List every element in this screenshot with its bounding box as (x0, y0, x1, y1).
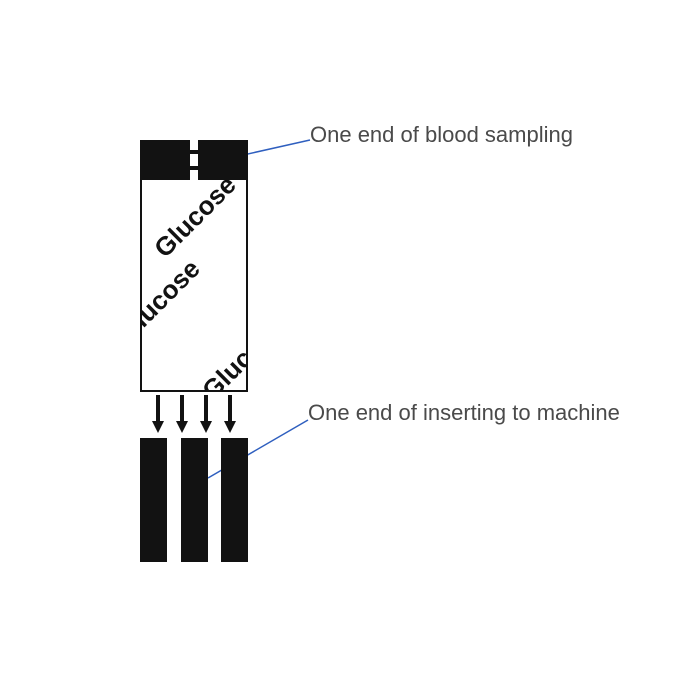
strip-label-text: Glucose (196, 311, 248, 392)
strip-label-area: Glucose Glucose Glucose (140, 180, 248, 392)
contact-bar (140, 438, 167, 562)
contact-bar (181, 438, 208, 562)
strip-sampling-end (140, 140, 248, 180)
down-arrow-icon (152, 395, 164, 435)
down-arrow-icon (176, 395, 188, 435)
electrode-pad-left (140, 140, 190, 180)
strip-insert-end (140, 438, 248, 562)
down-arrow-icon (200, 395, 212, 435)
diagram-stage: One end of blood sampling One end of ins… (0, 0, 700, 700)
annotation-bottom: One end of inserting to machine (308, 400, 620, 426)
strip-label-text: Glucose (148, 180, 242, 264)
test-strip: Glucose Glucose Glucose (140, 140, 248, 560)
strip-arrow-row (140, 392, 248, 438)
down-arrow-icon (224, 395, 236, 435)
electrode-bridge (190, 150, 198, 154)
electrode-bridge (190, 166, 198, 170)
leader-lines (0, 0, 700, 700)
strip-label-text: Glucose (140, 253, 206, 347)
annotation-top: One end of blood sampling (310, 122, 573, 148)
contact-bar (221, 438, 248, 562)
electrode-pad-right (198, 140, 248, 180)
